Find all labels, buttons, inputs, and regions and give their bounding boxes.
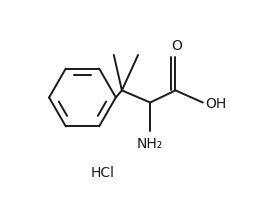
Text: HCl: HCl	[91, 165, 115, 179]
Text: NH₂: NH₂	[137, 136, 163, 150]
Text: OH: OH	[205, 96, 226, 110]
Text: O: O	[171, 39, 182, 53]
